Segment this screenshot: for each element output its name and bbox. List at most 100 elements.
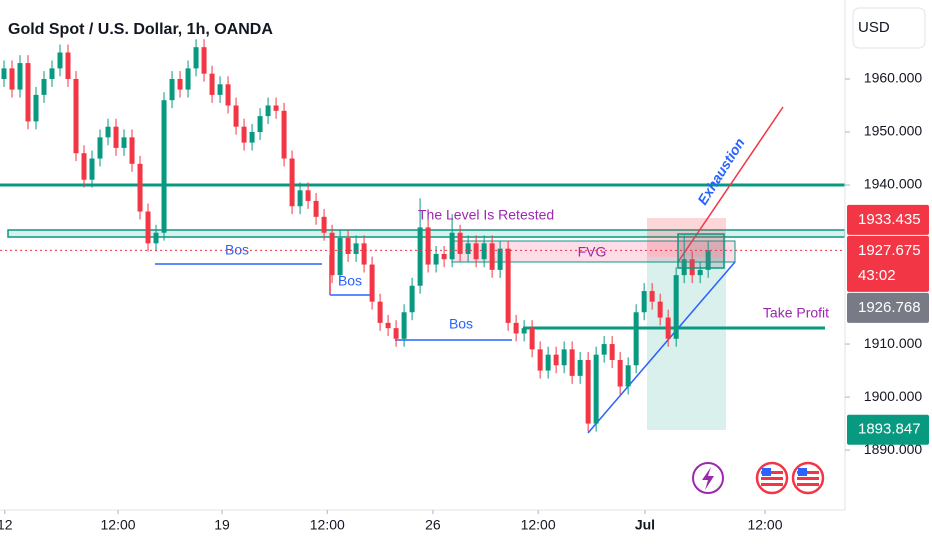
candle-body <box>273 105 279 111</box>
candle-body <box>513 322 519 334</box>
candle-body <box>497 248 503 270</box>
bos-label: Bos <box>338 273 362 289</box>
x-tick-label: 12 <box>0 517 13 533</box>
candle-body <box>361 243 367 265</box>
candle-body <box>505 248 511 323</box>
candle-body <box>257 116 263 133</box>
candle-body <box>33 94 39 122</box>
candle-body <box>529 328 535 350</box>
us-flag[interactable] <box>755 461 789 495</box>
candle-body <box>481 243 487 260</box>
candle-body <box>617 359 623 387</box>
candle-body <box>81 153 87 180</box>
x-tick-label: Jul <box>635 517 655 533</box>
candle-body <box>681 259 687 276</box>
candle-body <box>9 68 15 90</box>
x-tick-label: 12:00 <box>101 517 136 533</box>
candle-body <box>209 73 215 95</box>
candle-body <box>89 158 95 180</box>
y-tick-label: 1960.000 <box>864 70 923 86</box>
y-tick-label: 1950.000 <box>864 123 923 139</box>
candle-body <box>625 365 631 387</box>
x-tick-label: 12:00 <box>310 517 345 533</box>
take-profit-label: Take Profit <box>763 305 829 321</box>
candle-body <box>225 84 231 106</box>
price-label-box <box>847 292 929 323</box>
candle-body <box>17 63 23 90</box>
candle-body <box>561 349 567 366</box>
candle-body <box>489 243 495 270</box>
price-label: 1933.435 <box>858 211 921 228</box>
candle-body <box>161 100 167 233</box>
candle-body <box>537 349 543 371</box>
candle-body <box>697 269 703 276</box>
candle-body <box>137 163 143 212</box>
candle-body <box>553 354 559 366</box>
candle-body <box>185 68 191 90</box>
candle-body <box>441 253 447 260</box>
candle-body <box>49 68 55 79</box>
candle-body <box>217 84 223 95</box>
price-label-box <box>847 235 929 292</box>
trend-line <box>587 261 736 434</box>
y-tick-label: 1910.000 <box>864 335 923 351</box>
candle-body <box>593 354 599 424</box>
candle-body <box>233 105 239 127</box>
currency-button[interactable] <box>852 7 926 49</box>
candle-body <box>465 243 471 254</box>
candle-body <box>353 243 359 254</box>
candle-body <box>545 354 551 371</box>
candle-body <box>281 110 287 159</box>
x-tick-label: 12:00 <box>521 517 556 533</box>
candle-body <box>393 328 399 339</box>
candle-body <box>345 238 351 254</box>
candle-body <box>41 78 47 95</box>
candle-body <box>177 78 183 90</box>
candle-body <box>641 291 647 313</box>
price-label: 1926.768 <box>858 299 921 316</box>
candle-body <box>457 232 463 254</box>
stripe <box>797 483 819 486</box>
axis-labels: 1960.000 1950.000 1940.000 1910.000 1900.000… <box>0 70 929 533</box>
candle-body <box>57 52 63 69</box>
us-flag[interactable] <box>791 461 825 495</box>
stripe <box>761 477 783 480</box>
retest-label: The Level Is Retested <box>418 207 554 223</box>
candle-body <box>153 232 159 244</box>
candle-body <box>585 359 591 424</box>
candle-body <box>249 132 255 143</box>
candle-body <box>473 243 479 260</box>
fvg-label: FVG <box>578 244 607 260</box>
candle-body <box>305 190 311 201</box>
bos-label: Bos <box>449 316 473 332</box>
candle-body <box>65 52 71 79</box>
candle-body <box>313 200 319 217</box>
candle-body <box>369 264 375 302</box>
candle-body <box>577 359 583 376</box>
candle-body <box>521 328 527 334</box>
candle-body <box>609 344 615 360</box>
candle-body <box>401 312 407 339</box>
lightning <box>702 467 714 490</box>
candle-body <box>1 68 7 79</box>
price-label-box <box>847 204 929 235</box>
candle-body <box>145 211 151 244</box>
candle-body <box>649 291 655 302</box>
x-tick-label: 19 <box>214 517 230 533</box>
candle-body <box>121 137 127 148</box>
candle-body <box>289 158 295 207</box>
exhaustion-line <box>677 106 784 263</box>
candle-body <box>673 275 679 339</box>
candle-body <box>633 312 639 366</box>
stripe <box>797 471 819 474</box>
candle-body <box>129 137 135 164</box>
candle-body <box>201 47 207 74</box>
candle-body <box>601 344 607 355</box>
candle-body <box>433 253 439 265</box>
candle-body <box>449 232 455 260</box>
candle-body <box>265 105 271 117</box>
price-label-box <box>847 414 929 445</box>
candle-body <box>105 126 111 138</box>
candle-body <box>25 63 31 122</box>
